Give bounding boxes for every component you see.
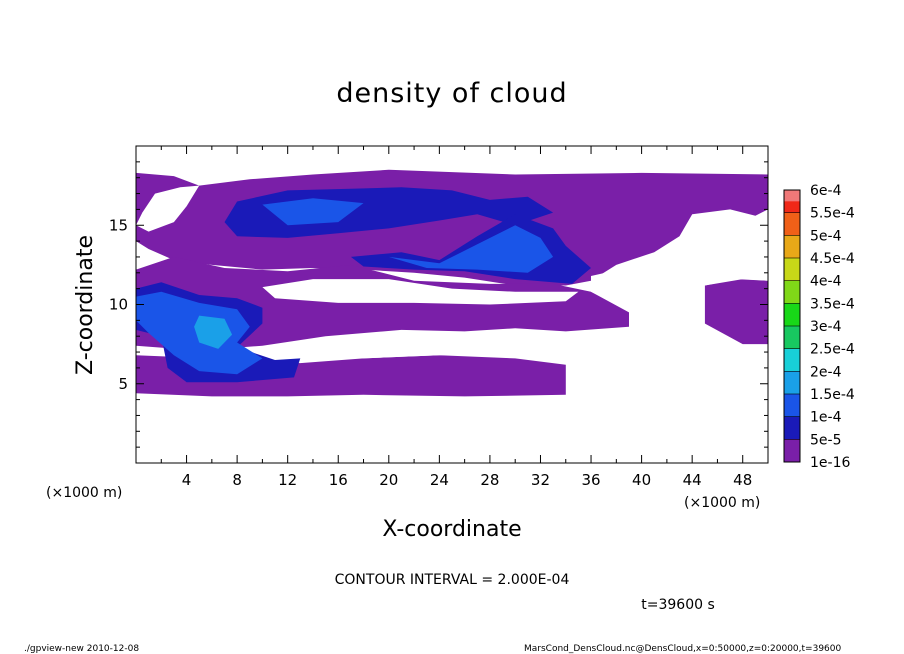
y-tick-label: 15 [109, 216, 128, 234]
y-tick-label: 5 [118, 375, 128, 393]
colorbar-swatch [784, 348, 800, 372]
x-unit-label-right: (×1000 m) [684, 495, 760, 511]
colorbar-label: 5e-5 [810, 432, 841, 448]
clear-gap-4 [136, 185, 200, 232]
colorbar-swatch [784, 190, 800, 202]
colorbar-label: 3e-4 [810, 319, 842, 335]
clear-gap-1 [262, 279, 579, 305]
colorbar-swatch [784, 212, 800, 236]
colorbar-label: 1.5e-4 [810, 387, 855, 403]
colorbar-label: 4e-4 [810, 274, 842, 290]
core-band-top [262, 198, 364, 226]
colorbar: 1e-16 5e-5 1e-4 1.5e-4 2e-4 2.5e-4 3e-4 3.5e-4 4… [783, 183, 855, 471]
x-tick-label: 24 [430, 471, 449, 489]
colorbar-label: 4.5e-4 [810, 251, 855, 267]
x-axis-ticks: 4 8 12 16 20 24 28 32 36 40 44 48 [160, 146, 752, 489]
colorbar-swatch [784, 326, 800, 349]
x-tick-label: 40 [632, 471, 651, 489]
clear-gap-2 [300, 337, 490, 359]
x-tick-label: 12 [278, 471, 297, 489]
footer-right-text: MarsCond_DensCloud.nc@DensCloud,x=0:5000… [524, 644, 841, 654]
colorbar-swatch [784, 303, 800, 326]
colorbar-swatch [784, 439, 800, 462]
y-tick-label: 10 [109, 296, 128, 314]
y-axis-ticks: 5 10 15 [109, 161, 768, 448]
colorbar-label: 1e-4 [810, 410, 842, 426]
colorbar-label: 2.5e-4 [810, 342, 855, 358]
colorbar-swatch [784, 258, 800, 281]
core-band-upper-middle [388, 225, 554, 273]
colorbar-label: 1e-16 [810, 455, 850, 471]
footer-left-text: ./gpview-new 2010-12-08 [24, 644, 139, 654]
x-tick-label: 32 [531, 471, 550, 489]
colorbar-label: 2e-4 [810, 364, 842, 380]
colorbar-swatch [784, 394, 800, 417]
x-unit-label-left: (×1000 m) [46, 485, 122, 501]
colorbar-swatch [784, 371, 800, 394]
colorbar-label: 5e-4 [810, 228, 842, 244]
cloud-region-middle [136, 256, 629, 351]
colorbar-label: 3.5e-4 [810, 296, 855, 312]
colorbar-label: 5.5e-4 [810, 206, 855, 222]
colorbar-swatch [784, 235, 800, 258]
x-tick-label: 8 [232, 471, 242, 489]
clear-gap-3 [591, 214, 768, 330]
chart-title: density of cloud [336, 78, 567, 109]
cloud-density-field [136, 169, 768, 397]
x-tick-label: 44 [683, 471, 702, 489]
contour-interval-text: CONTOUR INTERVAL = 2.000E-04 [335, 572, 570, 588]
colorbar-swatch [784, 416, 800, 440]
time-label: t=39600 s [641, 597, 715, 613]
x-tick-label: 28 [480, 471, 499, 489]
cloud-region-right [704, 279, 768, 345]
x-tick-label: 20 [379, 471, 398, 489]
x-tick-label: 4 [182, 471, 192, 489]
x-axis-label: X-coordinate [382, 517, 521, 542]
x-tick-label: 16 [329, 471, 348, 489]
peak-patch [194, 315, 233, 349]
x-tick-label: 36 [581, 471, 600, 489]
colorbar-label: 6e-4 [810, 183, 842, 199]
x-tick-label: 48 [733, 471, 752, 489]
colorbar-swatch [784, 280, 800, 304]
y-axis-label: Z-coordinate [73, 235, 98, 375]
